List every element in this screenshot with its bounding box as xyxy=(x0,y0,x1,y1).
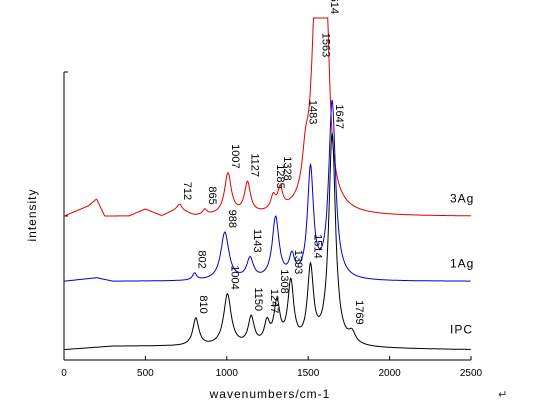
series-line-ipc xyxy=(63,132,471,351)
peak-label: 802 xyxy=(196,250,208,268)
series-layer xyxy=(63,17,471,351)
peak-label: 1328 xyxy=(281,156,293,180)
peak-label: 1483 xyxy=(306,100,318,124)
x-tick-label: 500 xyxy=(137,368,154,379)
peak-label: 1143 xyxy=(251,229,263,253)
peak-label: 1308 xyxy=(278,269,290,293)
peak-label: 712 xyxy=(181,182,193,200)
x-tick-label: 1500 xyxy=(297,368,320,379)
series-line-3ag xyxy=(63,17,471,217)
peak-label: 1004 xyxy=(229,265,241,289)
peak-label: 1769 xyxy=(353,300,365,324)
peak-label: 1127 xyxy=(249,153,261,177)
peak-label: 1563 xyxy=(320,33,332,57)
y-axis-title: intensity xyxy=(25,188,39,241)
axes: 0 500 1000 1500 2000 2500 xyxy=(61,71,483,379)
peak-label: 1514 xyxy=(312,234,324,258)
peak-label: 1393 xyxy=(292,250,304,274)
series-label-1ag: 1Ag xyxy=(450,256,474,270)
peak-label: 1285 xyxy=(274,164,286,188)
series-label-3ag: 3Ag xyxy=(450,191,474,205)
x-tick-label: 2500 xyxy=(460,368,483,379)
x-axis-title: wavenumbers/cm-1 xyxy=(209,387,331,401)
peak-label: 810 xyxy=(197,295,209,313)
peak-label: 1150 xyxy=(252,287,264,311)
peak-label: 1647 xyxy=(333,104,345,128)
peak-label: 865 xyxy=(206,186,218,204)
peak-label: 988 xyxy=(226,210,238,228)
x-tick-label: 2000 xyxy=(378,368,401,379)
return-mark: ↵ xyxy=(498,388,508,401)
x-tick-label: 0 xyxy=(61,368,67,379)
peak-label: 1247 xyxy=(268,289,280,313)
series-line-1ag xyxy=(63,99,471,282)
peak-label: 1007 xyxy=(229,144,241,168)
peak-label: 1614 xyxy=(328,0,340,14)
series-label-ipc: IPC xyxy=(450,323,473,337)
x-tick-label: 1000 xyxy=(216,368,239,379)
